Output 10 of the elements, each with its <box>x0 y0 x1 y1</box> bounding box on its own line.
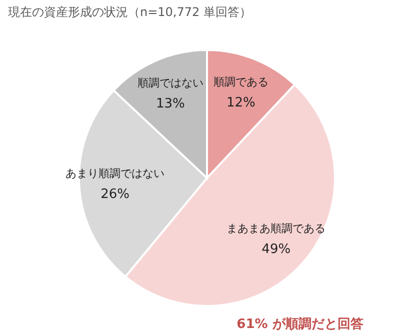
data-label: 26% <box>100 186 130 202</box>
text: 61% が順調だと回答 <box>236 316 364 332</box>
data-label: 13% <box>156 96 185 112</box>
slice-label: 順調である <box>213 75 268 88</box>
slice-label: あまり順調ではない <box>66 166 165 180</box>
slice-label: まあまあ順調である <box>226 222 326 235</box>
slice-label: 順調ではない <box>137 76 204 90</box>
data-label: 12% <box>226 95 256 110</box>
data-label: 49% <box>262 242 291 257</box>
chart-title: 現在の資産形成の状況（n=10,772 単回答） <box>8 5 252 19</box>
